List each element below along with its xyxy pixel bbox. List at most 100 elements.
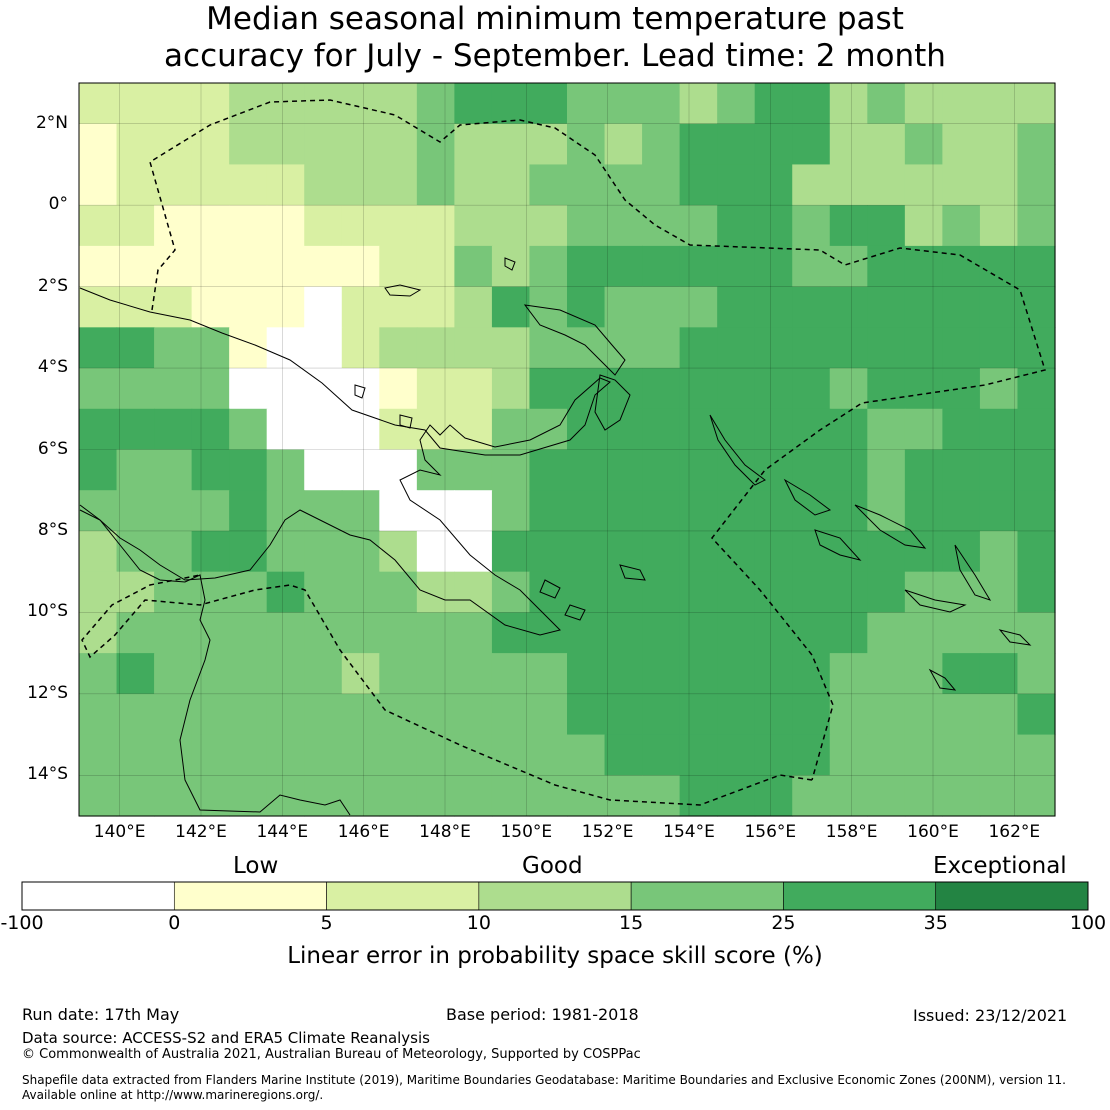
grid-cell (379, 368, 418, 410)
grid-cell (867, 123, 906, 166)
grid-cell (154, 368, 193, 410)
grid-cell (792, 123, 831, 166)
x-tick-label: 160°E (907, 822, 959, 842)
grid-cell (642, 164, 681, 206)
grid-cell (604, 612, 643, 654)
grid-cell (754, 205, 793, 247)
grid-cell (604, 490, 643, 532)
grid-cell (79, 327, 118, 369)
grid-cell (1017, 205, 1056, 247)
grid-cell (191, 205, 230, 247)
grid-cell (341, 205, 380, 247)
grid-cell (1017, 245, 1056, 288)
grid-cell (341, 734, 380, 776)
grid-cell (491, 368, 531, 410)
grid-cell (904, 83, 943, 125)
grid-cell (642, 571, 681, 613)
grid-cell (79, 449, 118, 491)
grid-cell (904, 449, 943, 491)
grid-cell (454, 693, 493, 736)
grid-cell (754, 693, 793, 736)
grid-cell (491, 408, 531, 451)
grid-cell (604, 83, 643, 125)
grid-cell (341, 490, 380, 532)
grid-cell (979, 571, 1019, 613)
grid-cell (191, 449, 230, 491)
colorbar-segment (173, 881, 327, 911)
grid-cell (529, 164, 568, 206)
grid-cell (79, 530, 118, 573)
grid-cell (754, 408, 793, 451)
grid-cell (304, 327, 343, 369)
grid-cell (229, 83, 268, 125)
grid-cell (679, 408, 718, 451)
grid-cell (717, 653, 756, 695)
x-tick-label: 146°E (337, 822, 390, 842)
grid-cell (792, 653, 831, 695)
grid-cell (642, 286, 681, 328)
grid-cell (379, 408, 418, 451)
grid-cell (1017, 530, 1056, 573)
x-tick-label: 156°E (744, 822, 797, 842)
grid-cell (942, 205, 981, 247)
eez-png (149, 99, 1046, 781)
grid-cell (717, 245, 756, 288)
grid-cell (529, 490, 568, 532)
grid-cell (229, 408, 268, 451)
grid-cell (567, 327, 606, 369)
grid-cell (642, 693, 681, 736)
grid-cell (529, 408, 568, 451)
grid-cell (191, 123, 230, 166)
grid-cell (867, 205, 906, 247)
grid-cell (229, 734, 268, 776)
grid-cell (491, 612, 531, 654)
grid-cell (379, 734, 418, 776)
grid-cell (304, 83, 343, 125)
grid-cell (1017, 693, 1056, 736)
grid-cell (979, 734, 1019, 776)
grid-cell (304, 449, 343, 491)
grid-cell (792, 490, 831, 532)
grid-cell (416, 734, 455, 776)
x-tick-label: 148°E (419, 822, 471, 842)
grid-cell (229, 490, 268, 532)
skill-grid-cells (79, 83, 1056, 817)
grid-cell (867, 775, 906, 817)
grid-cell (229, 612, 268, 654)
grid-cell (754, 327, 793, 369)
grid-cell (717, 693, 756, 736)
grid-cell (829, 571, 868, 613)
grid-cell (154, 123, 193, 166)
grid-cell (679, 612, 718, 654)
grid-cell (979, 408, 1019, 451)
grid-cell (567, 205, 606, 247)
grid-cell (454, 327, 493, 369)
grid-cell (491, 123, 531, 166)
grid-cell (979, 123, 1019, 166)
grid-cell (679, 245, 718, 288)
grid-cell (904, 734, 943, 776)
grid-cell (229, 530, 268, 573)
grid-cell (266, 327, 305, 369)
grid-cell (754, 368, 793, 410)
grid-cell (829, 530, 868, 573)
grid-cell (379, 775, 418, 817)
grid-cell (942, 490, 981, 532)
grid-cell (304, 490, 343, 532)
grid-cell (416, 245, 455, 288)
grid-cell (341, 571, 380, 613)
colorbar-category-good: Good (522, 853, 583, 879)
grid-cell (754, 734, 793, 776)
grid-cell (304, 734, 343, 776)
grid-cell (754, 245, 793, 288)
grid-cell (529, 327, 568, 369)
grid-cell (867, 327, 906, 369)
grid-cell (567, 123, 606, 166)
grid-cell (191, 612, 230, 654)
grid-cell (491, 245, 531, 288)
grid-cell (829, 653, 868, 695)
grid-cell (154, 286, 193, 328)
grid-cell (604, 123, 643, 166)
grid-cell (229, 571, 268, 613)
